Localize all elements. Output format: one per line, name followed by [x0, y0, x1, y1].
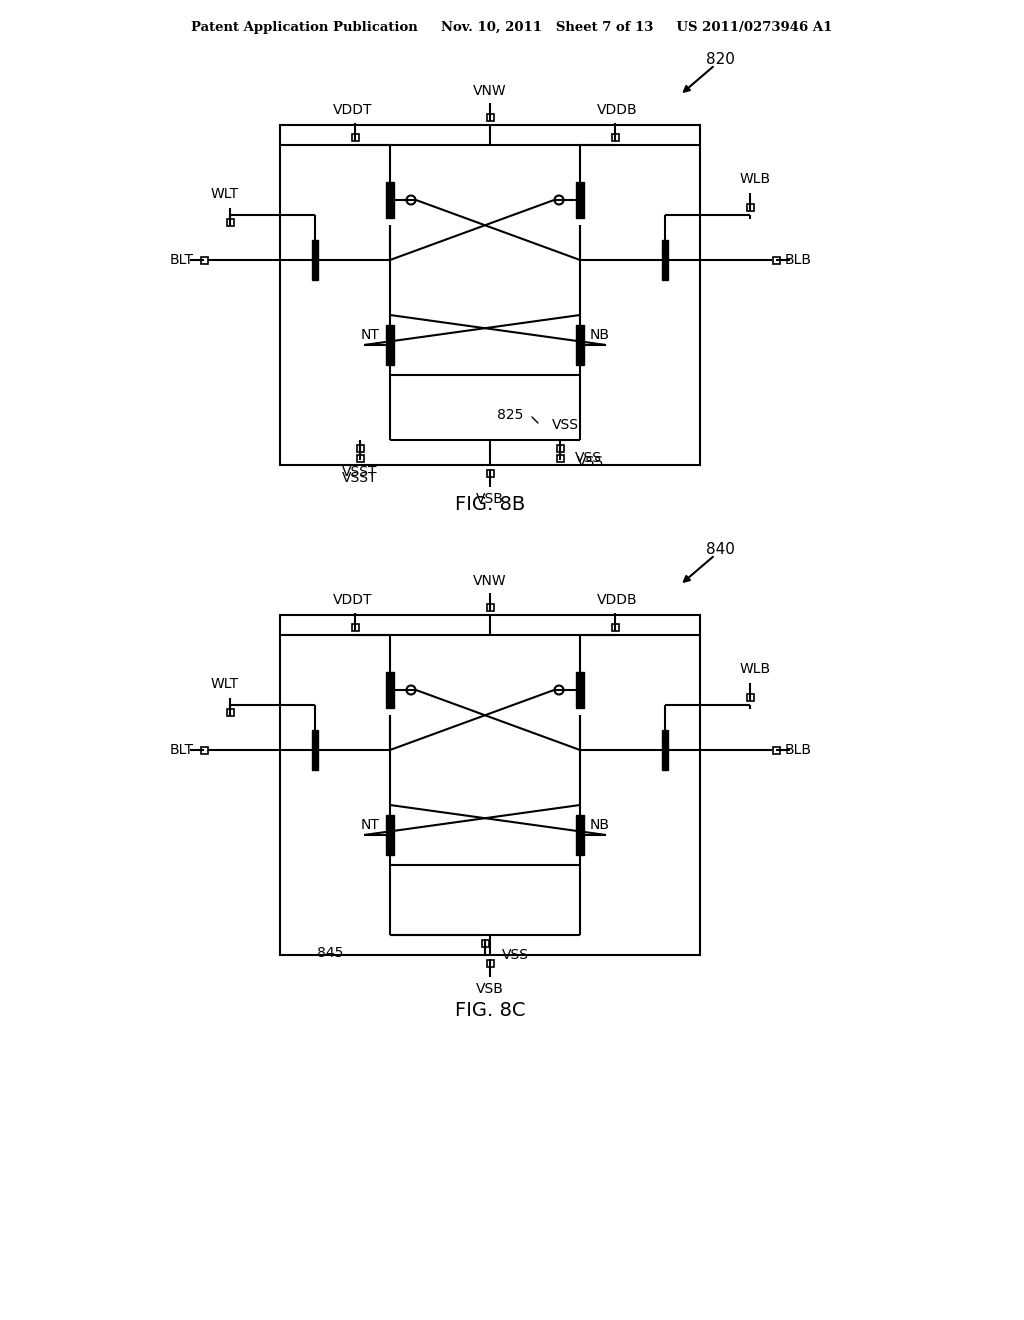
Text: NB: NB: [590, 327, 610, 342]
Text: VSB: VSB: [476, 492, 504, 506]
Text: FIG. 8B: FIG. 8B: [455, 495, 525, 515]
Bar: [201, 747, 208, 754]
Bar: [662, 240, 668, 280]
Bar: [662, 730, 668, 770]
Bar: [772, 747, 779, 754]
Text: VSS: VSS: [502, 948, 528, 962]
Text: VSST: VSST: [342, 465, 378, 479]
Bar: [746, 693, 754, 701]
Text: BLB: BLB: [784, 253, 811, 267]
Bar: [575, 325, 584, 366]
Bar: [611, 133, 618, 140]
Bar: [486, 960, 494, 966]
Bar: [351, 623, 358, 631]
Bar: [280, 125, 700, 465]
Text: NB: NB: [590, 818, 610, 832]
Text: FIG. 8C: FIG. 8C: [455, 1001, 525, 1019]
Text: VDDT: VDDT: [333, 593, 373, 607]
Text: 845: 845: [316, 946, 343, 960]
Text: BLT: BLT: [170, 253, 194, 267]
Bar: [356, 445, 364, 451]
Text: 820: 820: [706, 53, 734, 67]
Text: VNW: VNW: [473, 84, 507, 98]
Bar: [486, 603, 494, 610]
Bar: [226, 219, 233, 226]
Text: VDDT: VDDT: [333, 103, 373, 117]
Bar: [356, 454, 364, 462]
Bar: [280, 615, 700, 954]
Bar: [556, 445, 563, 451]
Bar: [772, 256, 779, 264]
Bar: [486, 114, 494, 120]
Text: WLT: WLT: [211, 677, 239, 690]
Text: VSS: VSS: [577, 455, 603, 469]
Bar: [575, 182, 584, 218]
Text: BLT: BLT: [170, 743, 194, 756]
Bar: [386, 814, 394, 855]
Bar: [312, 240, 318, 280]
Bar: [481, 940, 488, 946]
Text: NT: NT: [360, 327, 380, 342]
Text: VSS: VSS: [574, 451, 601, 465]
Bar: [386, 182, 394, 218]
Bar: [746, 203, 754, 210]
Text: Patent Application Publication     Nov. 10, 2011   Sheet 7 of 13     US 2011/027: Patent Application Publication Nov. 10, …: [191, 21, 833, 33]
Bar: [556, 454, 563, 462]
Text: BLB: BLB: [784, 743, 811, 756]
Text: VSS: VSS: [552, 418, 579, 432]
Bar: [226, 709, 233, 715]
Text: WLB: WLB: [739, 172, 771, 186]
Text: VDDB: VDDB: [597, 103, 637, 117]
Bar: [575, 814, 584, 855]
Text: WLB: WLB: [739, 663, 771, 676]
Bar: [351, 133, 358, 140]
Bar: [486, 470, 494, 477]
Bar: [386, 672, 394, 708]
Text: VSB: VSB: [476, 982, 504, 997]
Text: VNW: VNW: [473, 574, 507, 587]
Text: 825: 825: [497, 408, 523, 422]
Bar: [386, 325, 394, 366]
Bar: [575, 672, 584, 708]
Text: WLT: WLT: [211, 187, 239, 201]
Text: VDDB: VDDB: [597, 593, 637, 607]
Bar: [312, 730, 318, 770]
Bar: [611, 623, 618, 631]
Text: NT: NT: [360, 818, 380, 832]
Bar: [201, 256, 208, 264]
Text: 840: 840: [706, 543, 734, 557]
Text: VSST: VSST: [342, 471, 378, 484]
